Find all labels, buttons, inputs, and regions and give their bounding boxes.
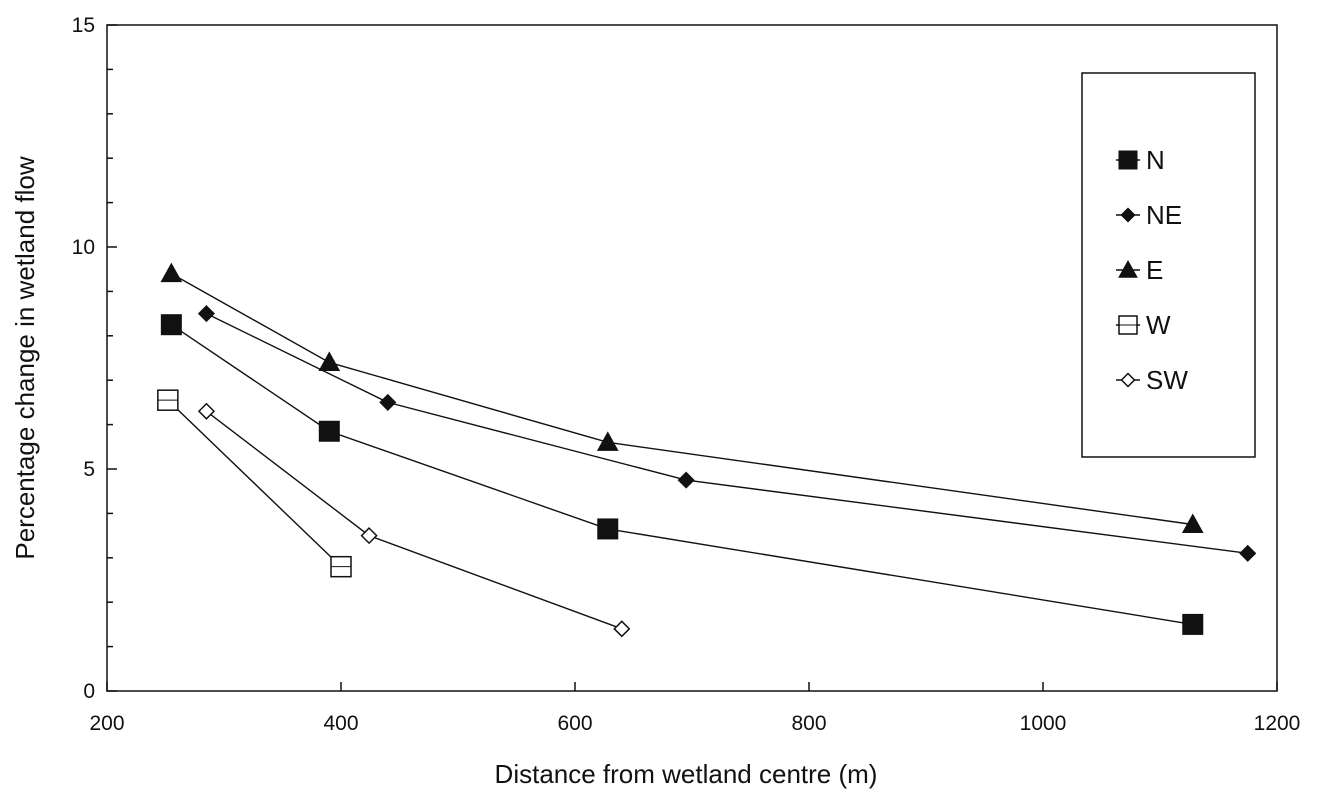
legend-label-e: E xyxy=(1146,255,1163,285)
series-line-w xyxy=(167,399,342,568)
x-tick-label: 400 xyxy=(323,712,358,735)
data-point-n xyxy=(160,314,182,336)
data-point-sw xyxy=(360,527,378,545)
data-point-n xyxy=(1182,613,1204,635)
legend-marker-e xyxy=(1118,259,1138,278)
x-tick-label: 600 xyxy=(557,712,592,735)
series-w xyxy=(157,389,352,578)
series-line-ne xyxy=(206,312,1248,555)
legend-box xyxy=(1081,72,1256,458)
x-tick-label: 1000 xyxy=(1020,712,1067,735)
data-point-sw xyxy=(197,402,216,420)
legend-label-w: W xyxy=(1146,310,1171,340)
data-point-sw xyxy=(613,620,631,638)
legend: N NE EW SW xyxy=(1081,72,1256,458)
series-line-e xyxy=(171,273,1193,526)
data-point-ne xyxy=(379,393,397,411)
series-ne xyxy=(197,305,1257,562)
x-tick-label: 1200 xyxy=(1254,712,1301,735)
data-point-ne xyxy=(1239,544,1257,562)
x-tick-label: 200 xyxy=(89,712,124,735)
legend-marker-n xyxy=(1118,150,1138,170)
series-n xyxy=(160,314,1204,635)
data-point-e xyxy=(596,431,619,451)
x-axis-title: Distance from wetland centre (m) xyxy=(495,759,878,789)
y-tick-label: 5 xyxy=(83,458,95,481)
legend-label-n: N xyxy=(1146,145,1165,175)
data-point-e xyxy=(160,262,183,283)
series-e xyxy=(160,262,1204,533)
ticks: 200 400 600 800 1000 1200 0 5 10 15 xyxy=(72,14,1301,735)
legend-marker-ne xyxy=(1120,207,1136,223)
y-tick-label: 15 xyxy=(72,14,95,37)
series-line-sw xyxy=(206,410,623,630)
series-sw xyxy=(197,402,631,638)
series-layer xyxy=(157,262,1257,638)
axes xyxy=(106,24,1278,692)
legend-label-sw: SW xyxy=(1146,365,1188,395)
legend-marker-sw xyxy=(1120,372,1136,388)
data-point-n xyxy=(318,420,340,442)
data-point-ne xyxy=(197,305,216,323)
y-tick-label: 0 xyxy=(83,680,95,703)
y-tick-label: 10 xyxy=(72,236,95,259)
data-point-n xyxy=(597,518,619,540)
y-axis-title: Percentage change in wetland flow xyxy=(10,156,40,559)
x-tick-label: 800 xyxy=(791,712,826,735)
series-line-n xyxy=(170,324,1193,626)
legend-label-ne: NE xyxy=(1146,200,1182,230)
data-point-e xyxy=(1181,513,1204,533)
data-point-e xyxy=(318,351,341,371)
plot-frame xyxy=(106,24,1278,692)
data-point-ne xyxy=(677,471,695,489)
